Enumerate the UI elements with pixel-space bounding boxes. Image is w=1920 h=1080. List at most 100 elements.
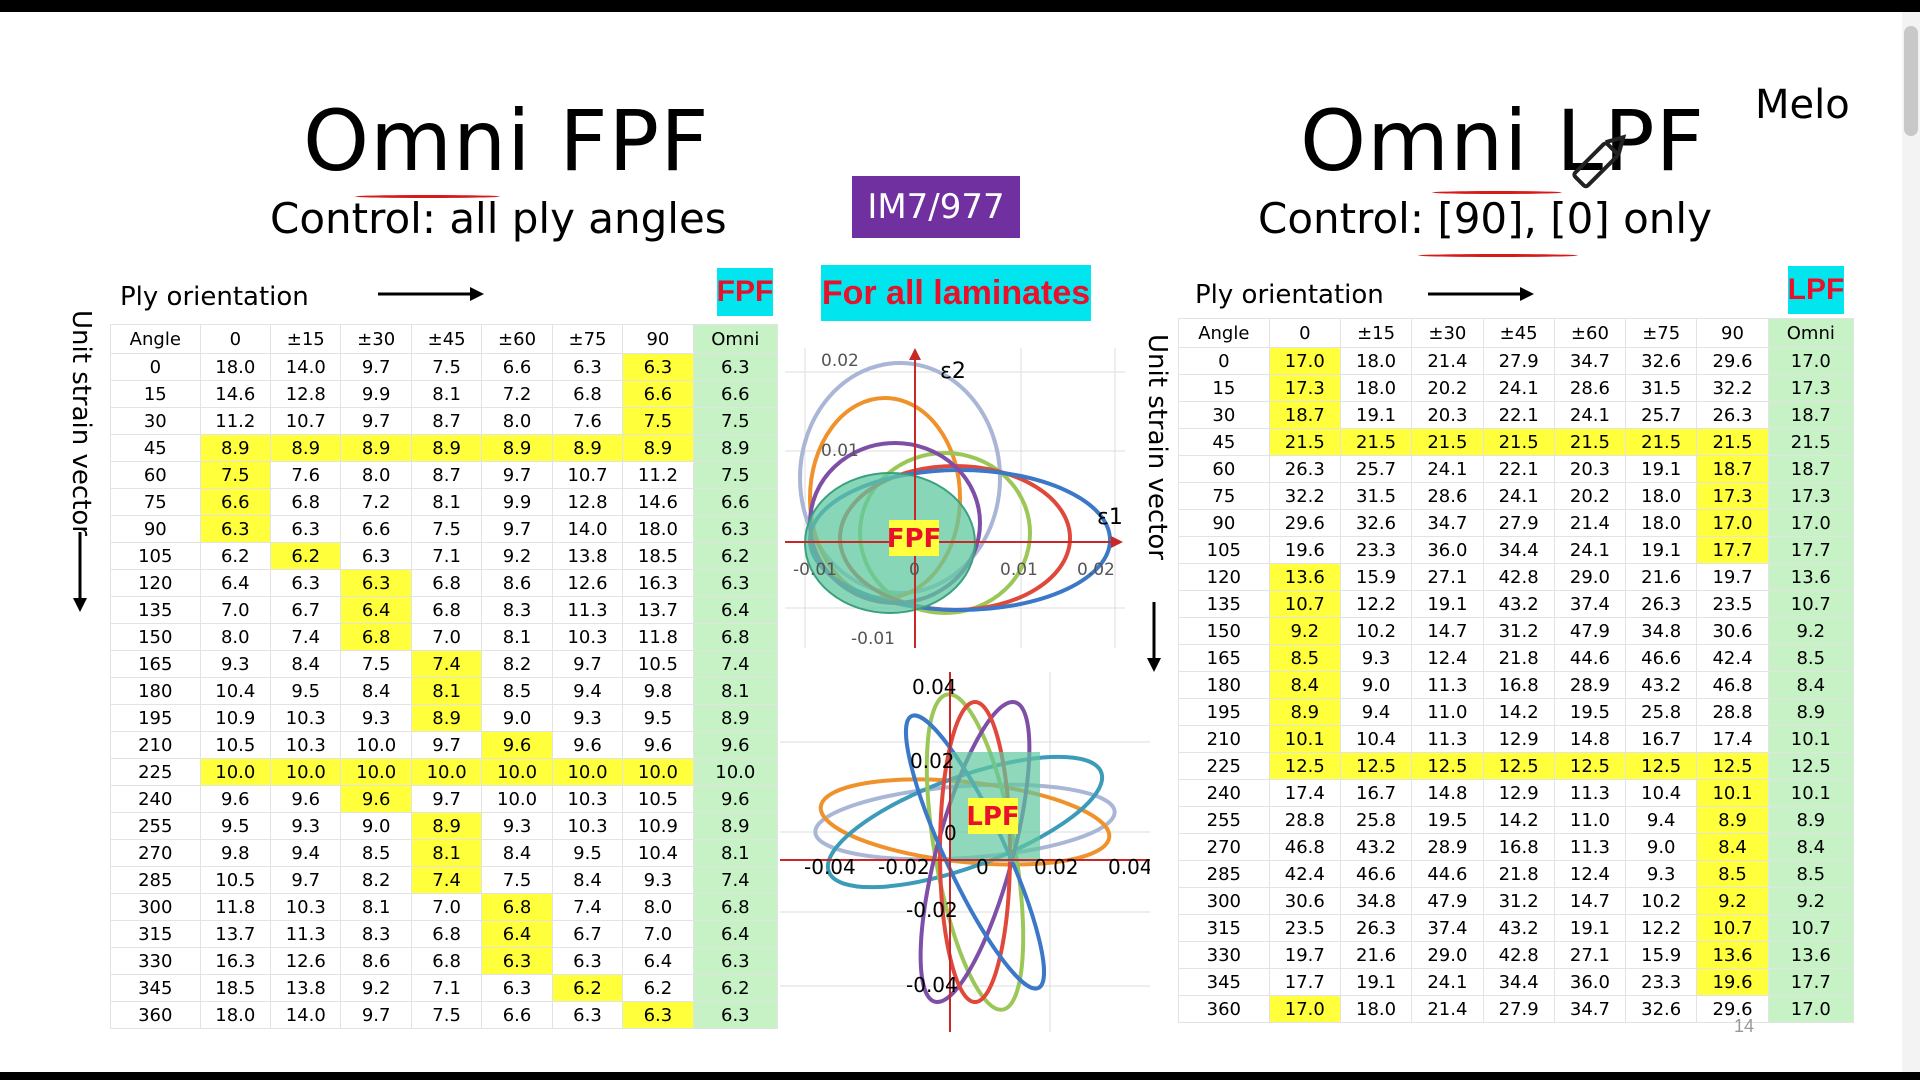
strain-cell: 14.6 [199, 380, 272, 408]
omni-cell: 7.4 [692, 650, 779, 678]
lpf-y-tick: -0.02 [906, 898, 958, 922]
strain-cell: 26.3 [1268, 455, 1341, 483]
omni-cell: 6.2 [692, 542, 779, 570]
angle-cell: 135 [1178, 590, 1270, 618]
strain-cell: 18.0 [1625, 509, 1698, 537]
strain-cell: 11.3 [270, 920, 342, 948]
strain-cell: 8.5 [1268, 644, 1341, 672]
strain-cell: 19.1 [1625, 455, 1698, 483]
strain-cell: 10.0 [199, 758, 272, 786]
strain-cell: 23.3 [1339, 536, 1413, 564]
strain-cell: 6.8 [410, 569, 483, 597]
table-row: 360 17.0 18.0 21.4 27.9 34.7 32.6 29.6 17.0 [1178, 995, 1855, 1023]
scrollbar-thumb[interactable] [1904, 26, 1918, 136]
strain-cell: 14.7 [1553, 887, 1627, 915]
strain-cell: 47.9 [1411, 887, 1484, 915]
strain-cell: 8.9 [481, 434, 553, 462]
strain-cell: 11.0 [1553, 806, 1627, 834]
strain-cell: 12.8 [270, 380, 342, 408]
strain-cell: 10.0 [270, 758, 342, 786]
angle-cell: 15 [110, 380, 201, 408]
strain-cell: 6.3 [340, 542, 412, 570]
strain-cell: 12.4 [1553, 860, 1627, 888]
table-header-row: Angle 0 ±15 ±30 ±45 ±60 ±75 90 Omni [1178, 318, 1855, 348]
table-row: 120 13.6 15.9 27.1 42.8 29.0 21.6 19.7 13.6 [1178, 563, 1855, 591]
strain-cell: 7.4 [270, 623, 342, 651]
strain-cell: 8.4 [1696, 833, 1769, 861]
material-badge: IM7/977 [852, 176, 1020, 238]
strain-cell: 10.5 [622, 785, 694, 813]
strain-cell: 14.8 [1553, 725, 1627, 753]
table-row: 330 16.3 12.6 8.6 6.8 6.3 6.3 6.4 6.3 [110, 947, 779, 975]
strain-cell: 10.7 [270, 407, 342, 435]
strain-cell: 32.6 [1625, 995, 1698, 1023]
strain-cell: 12.5 [1625, 752, 1698, 780]
strain-cell: 20.2 [1411, 374, 1484, 402]
table-row: 240 9.6 9.6 9.6 9.7 10.0 10.3 10.5 9.6 [110, 785, 779, 813]
strain-cell: 21.4 [1411, 347, 1484, 375]
strain-cell: 9.6 [481, 731, 553, 759]
strain-cell: 43.2 [1625, 671, 1698, 699]
strain-cell: 8.4 [551, 866, 624, 894]
strain-cell: 12.5 [1553, 752, 1627, 780]
omni-cell: 10.7 [1767, 914, 1855, 942]
strain-cell: 10.1 [1696, 779, 1769, 807]
right-lpf-badge: LPF [1788, 266, 1844, 314]
strain-cell: 6.4 [199, 569, 272, 597]
strain-cell: 10.4 [1625, 779, 1698, 807]
table-row: 285 10.5 9.7 8.2 7.4 7.5 8.4 9.3 7.4 [110, 866, 779, 894]
strain-cell: 22.1 [1482, 455, 1555, 483]
strain-cell: 8.9 [410, 434, 483, 462]
strain-cell: 19.1 [1625, 536, 1698, 564]
fpf-y-tick: 0.01 [821, 441, 859, 461]
strain-cell: 6.8 [410, 596, 483, 624]
strain-cell: 8.1 [481, 623, 553, 651]
table-row: 300 11.8 10.3 8.1 7.0 6.8 7.4 8.0 6.8 [110, 893, 779, 921]
angle-cell: 30 [110, 407, 201, 435]
omni-cell: 17.3 [1767, 374, 1855, 402]
strain-cell: 23.5 [1268, 914, 1341, 942]
scrollbar[interactable] [1902, 12, 1920, 1072]
strain-cell: 11.8 [199, 893, 272, 921]
strain-cell: 29.0 [1553, 563, 1627, 591]
right-control-underline [1418, 254, 1578, 257]
strain-cell: 31.5 [1625, 374, 1698, 402]
strain-cell: 10.2 [1339, 617, 1413, 645]
strain-cell: 9.5 [622, 704, 694, 732]
column-header: Omni [1767, 318, 1855, 348]
strain-cell: 42.4 [1696, 644, 1769, 672]
strain-cell: 43.2 [1339, 833, 1413, 861]
omni-cell: 8.5 [1767, 644, 1855, 672]
strain-cell: 25.7 [1625, 401, 1698, 429]
column-header: ±45 [1482, 318, 1555, 348]
strain-cell: 10.0 [410, 758, 483, 786]
strain-cell: 18.7 [1268, 401, 1341, 429]
angle-cell: 60 [110, 461, 201, 489]
strain-cell: 11.3 [1411, 725, 1484, 753]
strain-cell: 17.7 [1696, 536, 1769, 564]
strain-cell: 25.7 [1339, 455, 1413, 483]
strain-cell: 15.9 [1625, 941, 1698, 969]
down-arrow-icon [73, 532, 87, 612]
table-row: 150 9.2 10.2 14.7 31.2 47.9 34.8 30.6 9.2 [1178, 617, 1855, 645]
strain-cell: 17.4 [1696, 725, 1769, 753]
table-row: 315 23.5 26.3 37.4 43.2 19.1 12.2 10.7 10.7 [1178, 914, 1855, 942]
strain-cell: 10.4 [1339, 725, 1413, 753]
strain-cell: 42.8 [1482, 563, 1555, 591]
strain-cell: 6.4 [481, 920, 553, 948]
strain-cell: 9.7 [481, 461, 553, 489]
table-row: 315 13.7 11.3 8.3 6.8 6.4 6.7 7.0 6.4 [110, 920, 779, 948]
strain-cell: 30.6 [1696, 617, 1769, 645]
strain-cell: 9.6 [199, 785, 272, 813]
omni-cell: 6.8 [692, 623, 779, 651]
strain-cell: 19.1 [1339, 968, 1413, 996]
strain-cell: 19.1 [1411, 590, 1484, 618]
strain-cell: 6.6 [199, 488, 272, 516]
strain-cell: 13.6 [1268, 563, 1341, 591]
strain-cell: 15.9 [1339, 563, 1413, 591]
strain-cell: 34.7 [1411, 509, 1484, 537]
right-control-text: Control: [90], [0] only [1258, 194, 1712, 243]
angle-cell: 240 [110, 785, 201, 813]
omni-cell: 17.3 [1767, 482, 1855, 510]
strain-cell: 9.3 [199, 650, 272, 678]
